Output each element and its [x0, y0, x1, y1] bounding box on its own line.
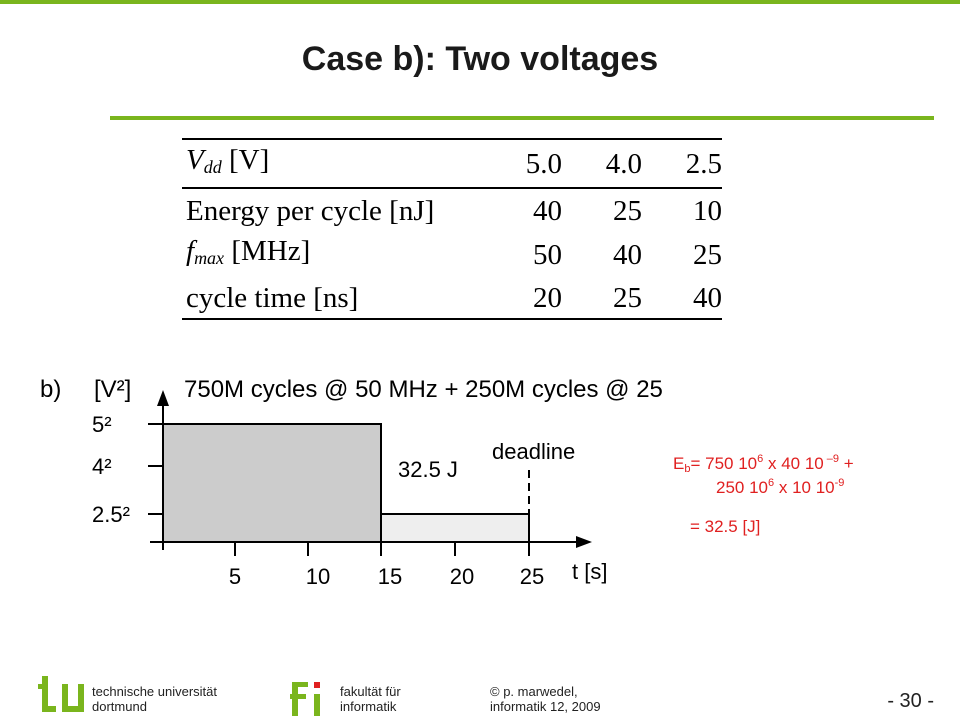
energy-formula-result: = 32.5 [J]: [690, 517, 761, 536]
y-axis-arrow: [157, 390, 169, 406]
y-tick-label: 2.5²: [92, 502, 130, 527]
cell-value: 25: [613, 195, 642, 227]
tu-logo: [38, 676, 90, 720]
table-header-row: Vdd [V] 5.0 4.0 2.5: [182, 138, 722, 189]
university-name: technische universität dortmund: [92, 684, 217, 714]
fmax-unit: [MHz]: [231, 235, 311, 267]
x-tick-label: 20: [450, 564, 474, 589]
faculty-line1: fakultät für: [340, 684, 401, 699]
x-axis-label: t [s]: [572, 559, 607, 584]
cell-value: 20: [482, 278, 562, 320]
header-value: 4.0: [562, 138, 642, 189]
header-value: 5.0: [482, 138, 562, 189]
formula-exponent: -9: [834, 477, 845, 489]
x-tick-label: 5: [229, 564, 241, 589]
slide-title: Case b): Two voltages: [301, 40, 659, 78]
row-label: Energy per cycle [nJ]: [186, 195, 435, 227]
faculty-name: fakultät für informatik: [340, 684, 401, 714]
table-row: fmax [MHz] 50 40 25: [182, 231, 722, 278]
university-line2: dortmund: [92, 699, 147, 714]
vdd-subscript: dd: [203, 157, 222, 177]
copyright-icon: ©: [490, 684, 500, 699]
table-row: Energy per cycle [nJ] 40 25 10: [182, 188, 722, 231]
top-accent-line: [0, 0, 960, 4]
voltage-time-diagram: b) [V²] 750M cycles @ 50 MHz + 250M cycl…: [0, 360, 960, 600]
low-voltage-bar: [380, 513, 530, 543]
title-rule: [110, 116, 934, 120]
row-label: cycle time [ns]: [182, 278, 482, 320]
faculty-line2: informatik: [340, 699, 397, 714]
formula-lhs-subscript: b: [684, 463, 691, 475]
vdd-symbol: V: [186, 144, 204, 176]
header-value: 2.5: [642, 138, 722, 189]
formula-exponent: 6: [768, 477, 775, 489]
vdd-unit: [V]: [228, 144, 270, 176]
university-line1: technische universität: [92, 684, 218, 699]
author-line1: p. marwedel,: [499, 684, 578, 699]
cell-value: 40: [613, 238, 642, 271]
formula-term: +: [839, 454, 854, 473]
fi-logo: [290, 676, 334, 720]
row-label: fmax [MHz]: [182, 231, 482, 278]
cell-value: 25: [562, 278, 642, 320]
table-row: cycle time [ns] 20 25 40: [182, 278, 722, 320]
fmax-subscript: max: [194, 248, 225, 268]
x-tick-label: 10: [306, 564, 330, 589]
high-voltage-bar: [162, 423, 382, 543]
y-axis-unit: [V²]: [94, 376, 131, 403]
x-tick-label: 25: [520, 564, 544, 589]
y-tick-label: 5²: [92, 412, 112, 437]
deadline-label: deadline: [492, 439, 575, 464]
energy-label: 32.5 J: [398, 457, 458, 482]
formula-term: x 10 10: [774, 478, 835, 497]
header-label: Vdd [V]: [182, 138, 482, 189]
x-axis-arrow: [576, 536, 592, 548]
x-tick-label: 15: [378, 564, 402, 589]
diagram-caption: 750M cycles @ 50 MHz + 250M cycles @ 25: [184, 376, 663, 403]
formula-term: 250 10: [716, 478, 768, 497]
case-label: b): [40, 376, 61, 403]
cell-value: 50: [533, 238, 562, 271]
author-line2: informatik 12, 2009: [490, 699, 601, 714]
cell-value: 40: [642, 278, 722, 320]
page-number: - 30 -: [887, 690, 934, 712]
y-tick-label: 4²: [92, 454, 112, 479]
formula-exponent: –9: [823, 453, 840, 465]
energy-formula-line2: 250 106 x 10 10-9: [716, 477, 844, 498]
energy-formula-line1: Eb= 750 106 x 40 10 –9 +: [673, 453, 854, 475]
copyright-notice: © p. marwedel, informatik 12, 2009: [490, 684, 601, 714]
formula-lhs: E: [673, 454, 685, 473]
cell-value: 25: [693, 238, 722, 271]
formula-term: x 40 10: [763, 454, 824, 473]
cell-value: 40: [533, 195, 562, 227]
cell-value: 10: [693, 195, 722, 227]
fmax-symbol: f: [186, 235, 195, 267]
formula-term: = 750 10: [690, 454, 758, 473]
voltage-table: Vdd [V] 5.0 4.0 2.5 Energy per cycle [nJ…: [182, 138, 722, 320]
formula-exponent: 6: [757, 453, 764, 465]
